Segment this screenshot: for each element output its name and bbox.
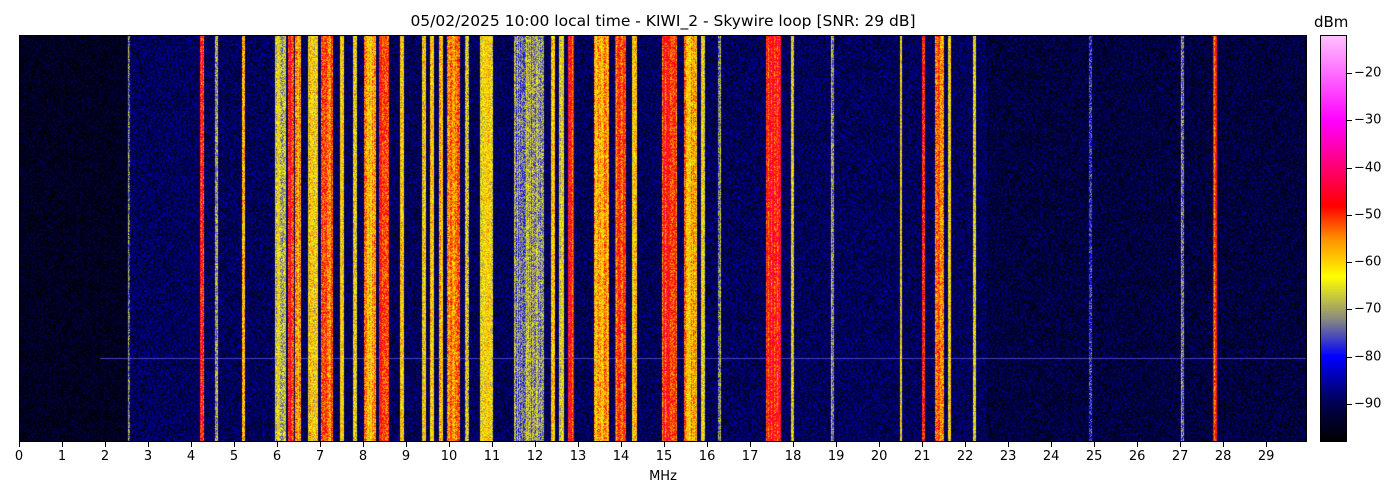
colorbar-tick-label: −30	[1354, 112, 1382, 128]
colorbar-tick	[1347, 309, 1352, 311]
x-tick-label: 21	[913, 449, 931, 464]
colorbar-tick	[1347, 72, 1352, 74]
x-tick-label: 23	[999, 449, 1017, 464]
x-tick	[664, 442, 666, 447]
x-tick-label: 18	[784, 449, 802, 464]
x-tick	[406, 442, 408, 447]
colorbar-tick-label: −60	[1354, 254, 1382, 270]
colorbar-gradient	[1321, 36, 1346, 441]
x-tick	[879, 442, 881, 447]
x-tick-label: 28	[1214, 449, 1232, 464]
x-tick-label: 10	[440, 449, 458, 464]
chart-title: 05/02/2025 10:00 local time - KIWI_2 - S…	[410, 12, 916, 30]
x-tick-label: 0	[14, 449, 24, 464]
x-tick	[535, 442, 537, 447]
waterfall-heatmap	[19, 35, 1307, 442]
x-tick	[62, 442, 63, 447]
x-tick	[148, 442, 149, 447]
colorbar-tick	[1347, 404, 1352, 406]
x-tick	[105, 442, 106, 447]
x-tick-label: 4	[186, 449, 196, 464]
x-tick	[1223, 442, 1225, 447]
x-tick-label: 9	[401, 449, 411, 464]
x-tick	[707, 442, 709, 447]
x-tick	[1266, 442, 1268, 447]
x-tick-label: 27	[1171, 449, 1189, 464]
x-tick	[277, 442, 279, 447]
x-tick-label: 20	[870, 449, 888, 464]
x-tick	[363, 442, 365, 447]
x-tick	[578, 442, 580, 447]
colorbar-tick-label: −90	[1354, 396, 1382, 412]
x-tick	[836, 442, 838, 447]
x-tick-label: 11	[483, 449, 501, 464]
plot-area-frame	[19, 35, 1307, 442]
x-tick-label: 22	[956, 449, 974, 464]
x-tick	[1137, 442, 1139, 447]
x-tick-label: 2	[100, 449, 110, 464]
x-tick-label: 5	[229, 449, 239, 464]
x-tick-label: 25	[1085, 449, 1103, 464]
x-tick-label: 17	[741, 449, 759, 464]
x-tick	[1094, 442, 1096, 447]
colorbar-tick	[1347, 120, 1352, 122]
x-tick-label: 7	[315, 449, 325, 464]
colorbar-tick	[1347, 356, 1352, 358]
colorbar-tick-label: −70	[1354, 301, 1382, 317]
x-tick	[191, 442, 193, 447]
x-tick	[492, 442, 494, 447]
colorbar-tick	[1347, 214, 1352, 216]
x-tick	[965, 442, 967, 447]
colorbar-tick-label: −40	[1354, 160, 1382, 175]
x-tick-label: 6	[272, 449, 282, 464]
x-tick	[922, 442, 924, 447]
x-tick-label: 26	[1128, 449, 1146, 464]
colorbar-tick	[1347, 167, 1352, 169]
x-tick-label: 19	[827, 449, 845, 464]
x-tick	[320, 442, 322, 447]
x-tick-label: 24	[1042, 449, 1060, 464]
x-tick	[1008, 442, 1010, 447]
colorbar-tick	[1347, 262, 1352, 264]
x-tick	[1180, 442, 1182, 447]
x-tick-label: 3	[143, 449, 153, 464]
colorbar-label: dBm	[1314, 13, 1349, 31]
x-tick	[621, 442, 623, 447]
x-tick	[449, 442, 451, 447]
colorbar-tick-label: −20	[1354, 65, 1382, 81]
x-tick-label: 13	[569, 449, 587, 464]
colorbar-tick-label: −80	[1354, 349, 1382, 365]
colorbar-frame	[1320, 35, 1347, 442]
x-tick-label: 12	[526, 449, 544, 464]
x-axis-label: MHz	[649, 469, 677, 484]
x-tick-label: 14	[612, 449, 630, 464]
x-tick-label: 1	[57, 449, 67, 464]
x-tick-label: 16	[698, 449, 716, 464]
x-tick	[793, 442, 795, 447]
x-tick	[19, 442, 20, 447]
x-tick-label: 29	[1257, 449, 1275, 464]
colorbar-tick-label: −50	[1354, 207, 1382, 223]
x-tick	[1051, 442, 1053, 447]
x-tick	[234, 442, 236, 447]
x-tick-label: 8	[358, 449, 368, 464]
x-tick-label: 15	[655, 449, 673, 464]
x-tick	[750, 442, 752, 447]
